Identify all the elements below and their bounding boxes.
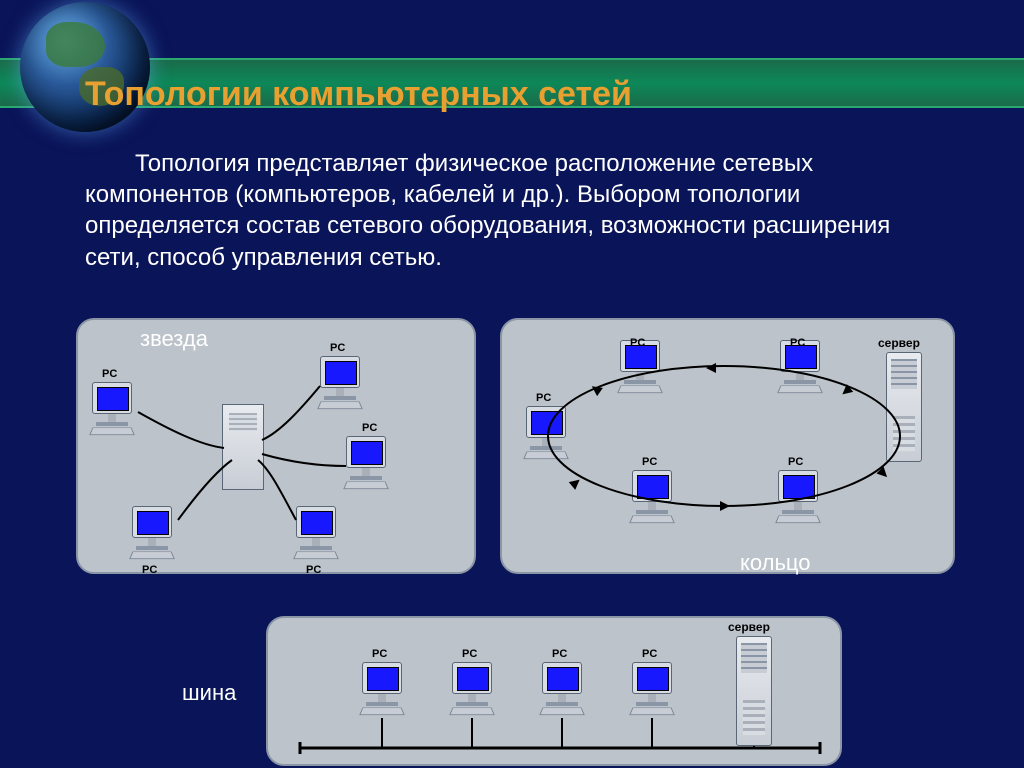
label-star: звезда xyxy=(140,326,208,352)
pc-icon xyxy=(356,662,408,718)
label-bus: шина xyxy=(182,680,242,706)
slide-body: Топология представляет физическое распол… xyxy=(85,148,905,273)
pc-icon xyxy=(126,506,178,562)
pc-icon xyxy=(626,662,678,718)
server-label: сервер xyxy=(878,336,920,350)
pc-icon xyxy=(446,662,498,718)
pc-label: PC xyxy=(642,648,657,660)
pc-label: PC xyxy=(142,564,157,576)
server-label: сервер xyxy=(728,620,770,634)
pc-label: PC xyxy=(788,456,803,468)
pc-label: PC xyxy=(330,342,345,354)
pc-label: PC xyxy=(372,648,387,660)
pc-icon xyxy=(314,356,366,412)
pc-icon xyxy=(626,470,678,526)
tower-icon xyxy=(222,404,264,490)
pc-label: PC xyxy=(630,337,645,349)
pc-label: PC xyxy=(102,368,117,380)
pc-label: PC xyxy=(536,392,551,404)
label-ring: кольцо xyxy=(740,550,811,576)
slide-title: Топологии компьютерных сетей xyxy=(85,75,632,114)
pc-icon xyxy=(536,662,588,718)
pc-label: PC xyxy=(790,337,805,349)
pc-label: PC xyxy=(362,422,377,434)
pc-icon xyxy=(340,436,392,492)
pc-icon xyxy=(520,406,572,462)
server-icon xyxy=(886,352,922,462)
pc-label: PC xyxy=(306,564,321,576)
pc-icon xyxy=(772,470,824,526)
pc-label: PC xyxy=(462,648,477,660)
server-icon xyxy=(736,636,772,746)
pc-label: PC xyxy=(552,648,567,660)
pc-label: PC xyxy=(642,456,657,468)
pc-icon xyxy=(86,382,138,438)
pc-icon xyxy=(290,506,342,562)
